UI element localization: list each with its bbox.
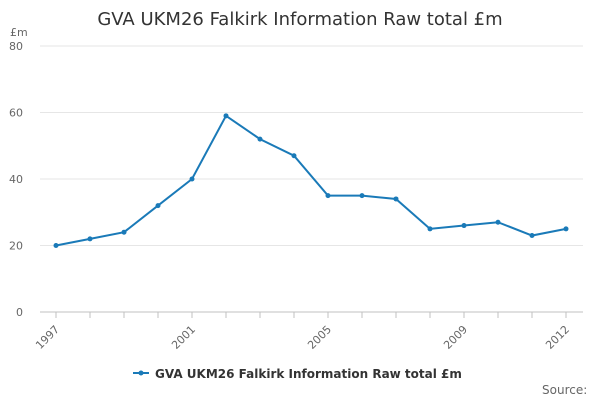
x-tick-label: 2012 <box>543 323 572 352</box>
gridlines <box>40 45 583 246</box>
data-point[interactable] <box>563 226 569 232</box>
data-point[interactable] <box>53 243 59 248</box>
data-point[interactable] <box>359 193 365 199</box>
x-axis: 1997 2001 2005 2009 2012 <box>33 311 583 352</box>
data-point[interactable] <box>87 236 93 242</box>
y-tick-label: 40 <box>9 173 23 186</box>
legend[interactable]: GVA UKM26 Falkirk Information Raw total … <box>133 367 462 381</box>
data-point[interactable] <box>291 153 297 159</box>
y-tick-label: 20 <box>9 240 23 253</box>
x-tick-label: 1997 <box>33 323 62 352</box>
y-axis-unit: £m <box>10 26 28 39</box>
data-point[interactable] <box>529 233 535 239</box>
legend-entry: GVA UKM26 Falkirk Information Raw total … <box>155 367 462 381</box>
data-point[interactable] <box>189 176 195 182</box>
data-point[interactable] <box>223 113 229 119</box>
data-point[interactable] <box>393 196 399 202</box>
data-point[interactable] <box>121 229 127 235</box>
source-label: Source: <box>542 383 587 397</box>
legend-swatch-marker <box>138 370 144 376</box>
data-point[interactable] <box>427 226 433 232</box>
data-point[interactable] <box>325 193 331 199</box>
x-tick-label: 2009 <box>441 323 470 352</box>
y-tick-label: 60 <box>9 107 23 120</box>
x-tick-label: 2005 <box>305 323 334 352</box>
series-line <box>55 114 567 247</box>
data-point[interactable] <box>155 203 161 209</box>
series-layer <box>53 113 569 248</box>
y-axis-ticks: 0 20 40 60 80 <box>9 40 23 319</box>
y-tick-label: 0 <box>16 306 23 319</box>
data-point[interactable] <box>257 136 263 142</box>
x-tick-label: 2001 <box>169 323 198 352</box>
y-tick-label: 80 <box>9 40 23 53</box>
data-point[interactable] <box>495 219 501 225</box>
chart-title: GVA UKM26 Falkirk Information Raw total … <box>97 9 502 30</box>
data-point[interactable] <box>461 223 467 229</box>
